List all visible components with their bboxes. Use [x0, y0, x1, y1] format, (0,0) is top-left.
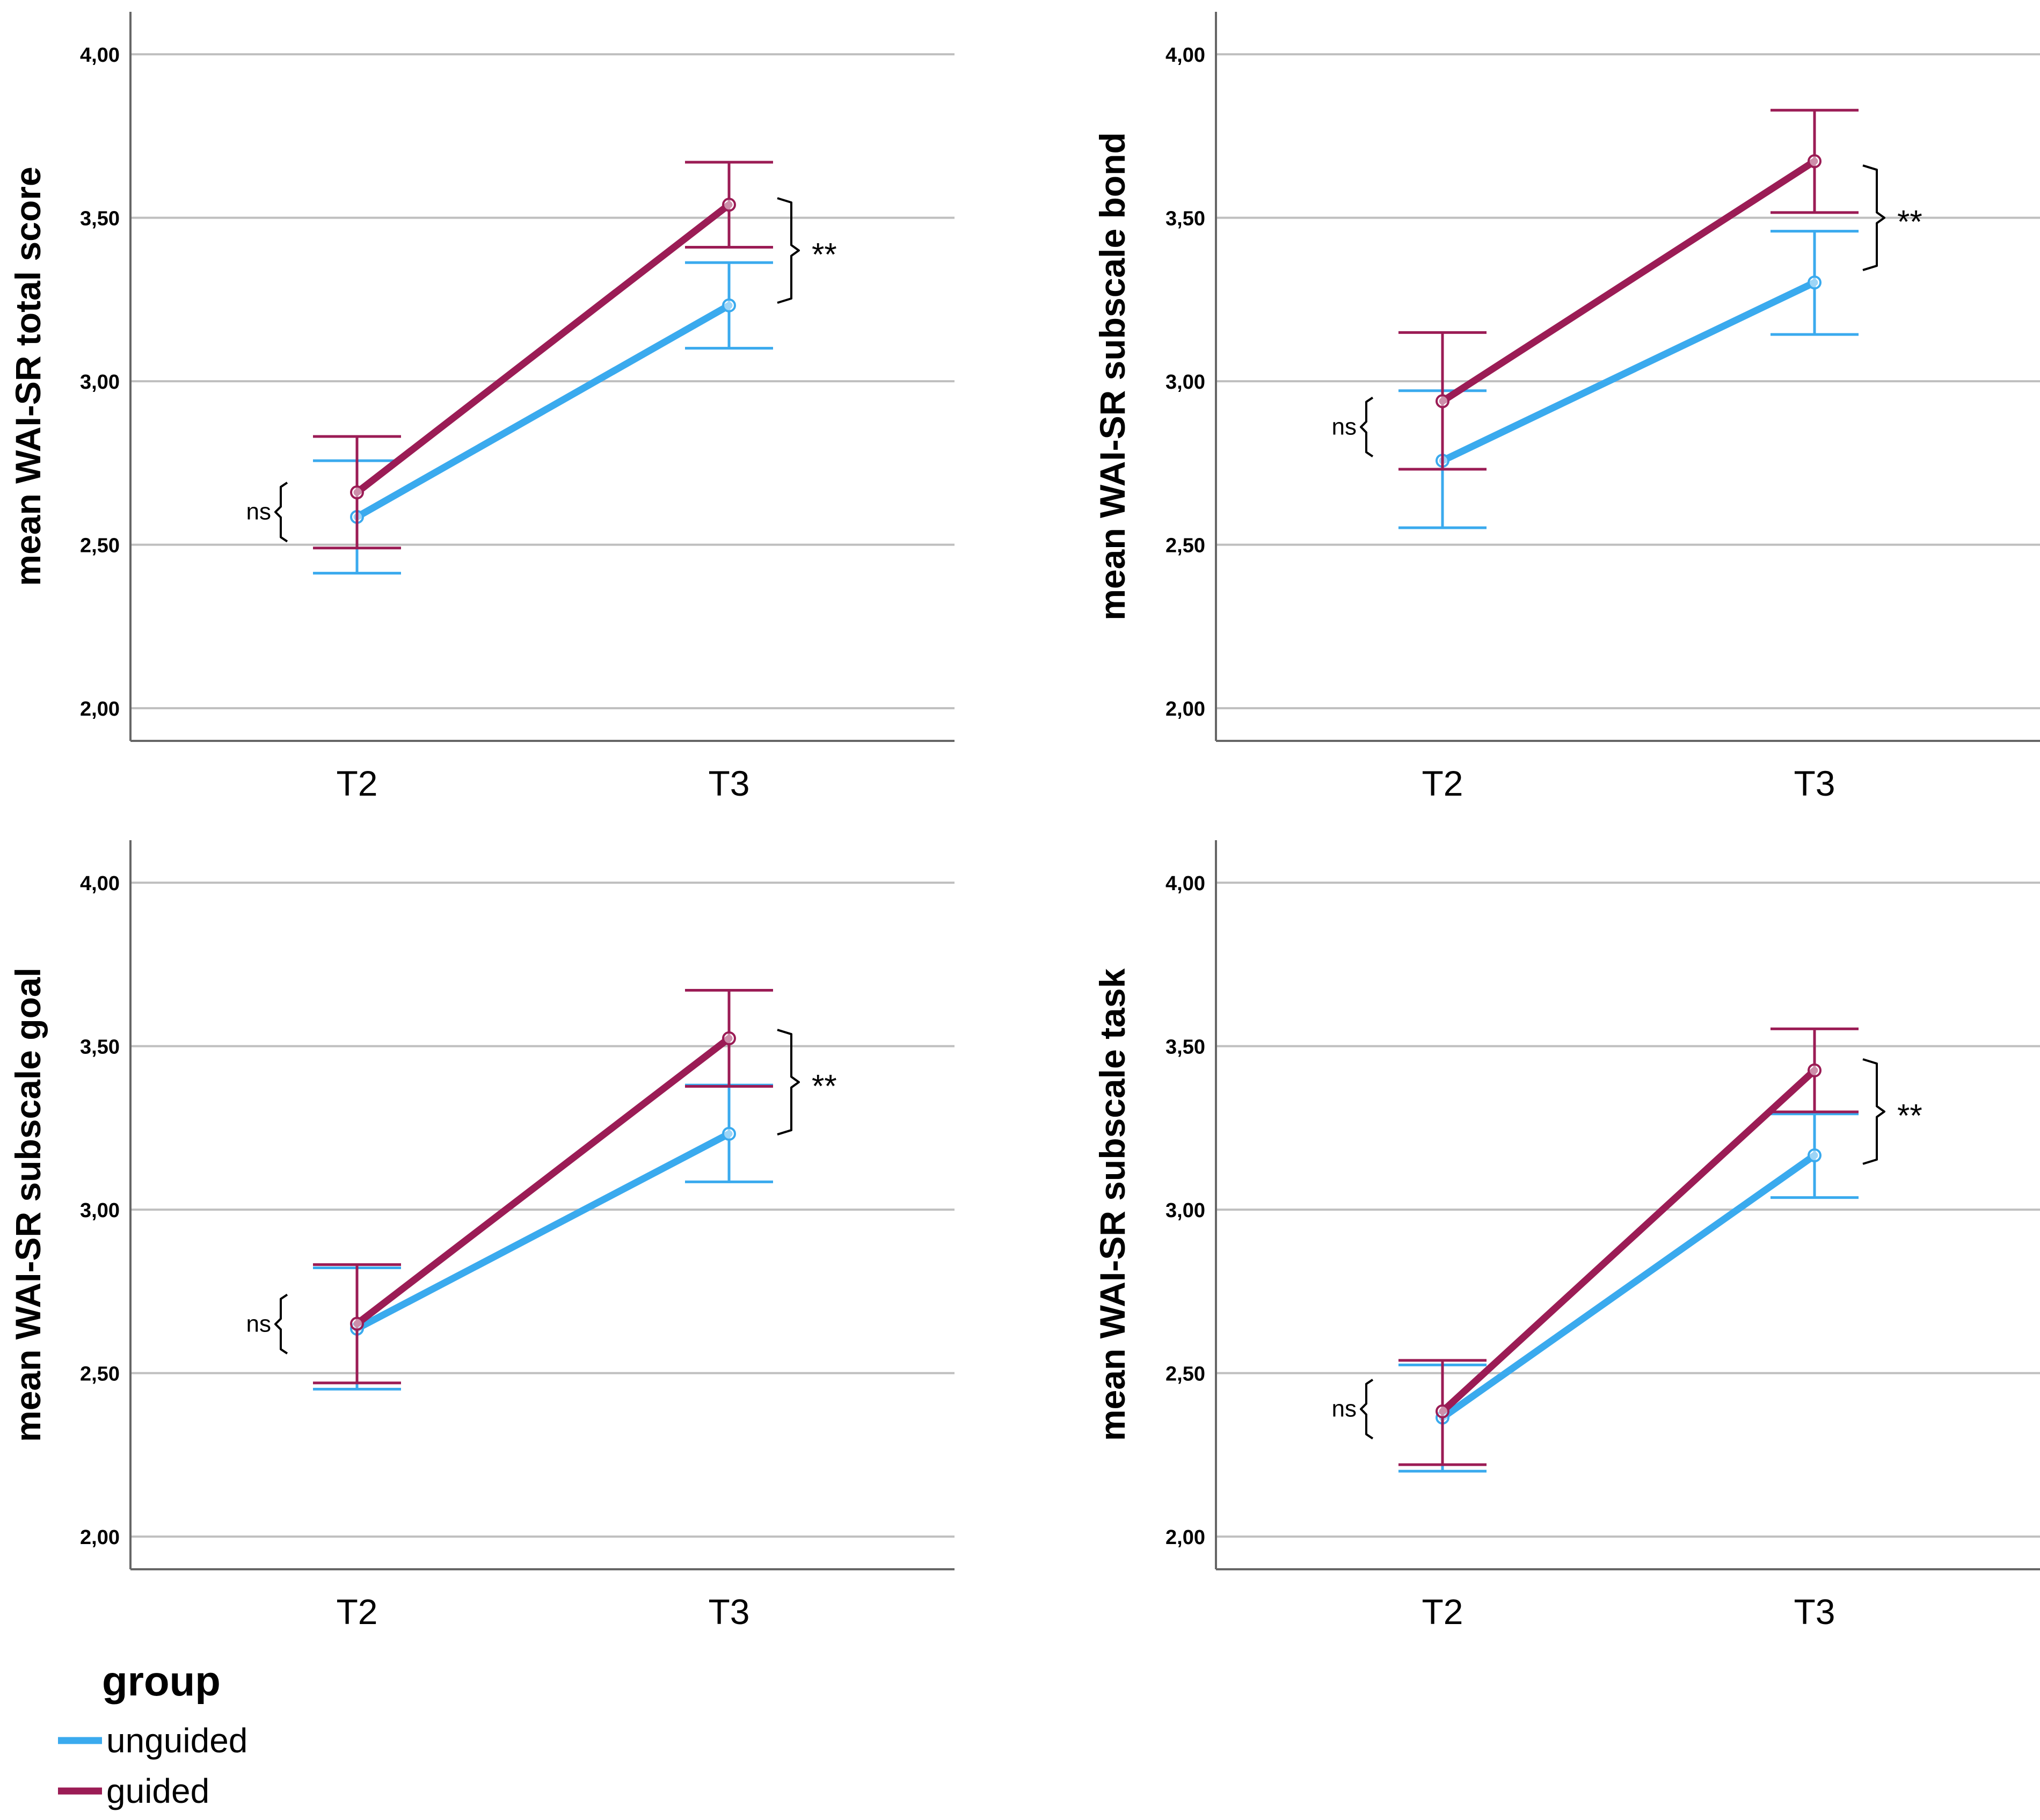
y-tick-label: 3,50: [80, 208, 120, 230]
series-unguided: [1398, 1112, 1859, 1473]
y-tick-label: 4,00: [80, 44, 120, 67]
series-guided: [313, 161, 773, 550]
series-guided: [1398, 1027, 1859, 1466]
significance-bracket: [1360, 1379, 1374, 1440]
y-tick-label: 2,50: [80, 1363, 120, 1386]
point-unguided-t3: [1808, 1148, 1822, 1163]
x-tick-label-t2: T2: [336, 763, 377, 803]
legend-label-unguided: unguided: [106, 1721, 247, 1760]
y-tick-label: 2,00: [1165, 698, 1205, 720]
significance-bracket: [274, 482, 288, 543]
significance-label: **: [1897, 204, 1922, 240]
point-guided-t2: [350, 485, 364, 500]
x-tick-label-t2: T2: [336, 1592, 377, 1632]
y-tick-label: 3,50: [80, 1036, 120, 1059]
y-tick-label: 2,00: [80, 698, 120, 720]
line-unguided: [353, 1130, 733, 1333]
significance-label: ns: [1332, 1396, 1357, 1422]
significance-label: **: [812, 237, 837, 273]
series-unguided: [313, 261, 773, 575]
y-tick-label: 2,00: [1165, 1526, 1205, 1549]
legend: group unguided guided: [58, 1657, 247, 1810]
significance-bracket: [777, 197, 800, 304]
point-guided-t2: [1436, 394, 1449, 409]
x-tick-label-t2: T2: [1422, 763, 1463, 803]
line-guided: [353, 201, 733, 496]
y-tick-label: 2,50: [1165, 535, 1205, 557]
line-guided: [1439, 1067, 1818, 1415]
chart-panel-1: 2,00 2,50 3,00 3,50 4,00 T2 T3 mean WAI-SR tota…: [8, 12, 955, 803]
significance-label: ns: [246, 1311, 271, 1337]
y-tick-label: 2,50: [1165, 1363, 1205, 1386]
y-tick-label: 3,00: [1165, 371, 1205, 394]
series-guided: [313, 989, 773, 1385]
series-guided: [1398, 108, 1859, 471]
series-unguided: [313, 1083, 773, 1391]
y-tick-label: 3,50: [1165, 208, 1205, 230]
significance-bracket: [274, 1293, 288, 1355]
point-unguided-t3: [722, 298, 736, 312]
x-tick-label-t3: T3: [1794, 763, 1835, 803]
line-unguided: [353, 302, 733, 521]
series-unguided: [1398, 230, 1859, 529]
chart-panel-4: 2,00 2,50 3,00 3,50 4,00 T2 T3 mean WAI-SR subs…: [1092, 840, 2040, 1632]
point-guided-t2: [1436, 1404, 1449, 1418]
x-tick-label-t3: T3: [1794, 1592, 1835, 1632]
y-axis-title: mean WAI-SR subscale task: [1092, 969, 1132, 1442]
y-tick-label: 4,00: [1165, 44, 1205, 67]
chart-panel-3: 2,00 2,50 3,00 3,50 4,00 T2 T3 mean WAI-SR subs…: [8, 840, 955, 1632]
legend-title: group: [102, 1657, 221, 1705]
significance-bracket: [1360, 396, 1374, 457]
line-unguided: [1439, 279, 1818, 464]
y-tick-label: 3,50: [1165, 1036, 1205, 1059]
y-tick-label: 2,00: [80, 1526, 120, 1549]
y-tick-label: 3,00: [80, 1199, 120, 1222]
y-tick-label: 4,00: [80, 872, 120, 895]
significance-label: ns: [1332, 413, 1357, 440]
significance-label: **: [1897, 1097, 1922, 1133]
x-tick-label-t3: T3: [708, 763, 749, 803]
line-guided: [353, 1035, 733, 1328]
line-unguided: [1439, 1152, 1818, 1421]
significance-bracket: [1862, 164, 1885, 271]
legend-label-guided: guided: [106, 1772, 209, 1810]
y-tick-label: 3,00: [1165, 1199, 1205, 1222]
point-guided-t2: [350, 1316, 364, 1331]
point-unguided-t3: [1808, 275, 1822, 290]
point-guided-t3: [722, 1031, 736, 1046]
y-axis-title: mean WAI-SR total score: [8, 166, 48, 586]
x-tick-label-t3: T3: [708, 1592, 749, 1632]
point-guided-t3: [722, 198, 736, 212]
y-axis-title: mean WAI-SR subscale goal: [8, 967, 48, 1442]
y-tick-label: 2,50: [80, 535, 120, 557]
significance-bracket: [1862, 1058, 1885, 1165]
line-guided: [1439, 157, 1818, 405]
significance-label: **: [812, 1068, 837, 1104]
significance-label: ns: [246, 499, 271, 525]
significance-bracket: [777, 1029, 800, 1135]
y-axis-title: mean WAI-SR subscale bond: [1092, 132, 1132, 621]
x-tick-label-t2: T2: [1422, 1592, 1463, 1632]
point-guided-t3: [1808, 154, 1822, 169]
point-guided-t3: [1808, 1063, 1822, 1078]
chart-panel-2: 2,00 2,50 3,00 3,50 4,00 T2 T3 mean WAI-SR subs…: [1092, 12, 2040, 803]
point-unguided-t3: [722, 1126, 736, 1141]
y-tick-label: 3,00: [80, 371, 120, 394]
y-tick-label: 4,00: [1165, 872, 1205, 895]
